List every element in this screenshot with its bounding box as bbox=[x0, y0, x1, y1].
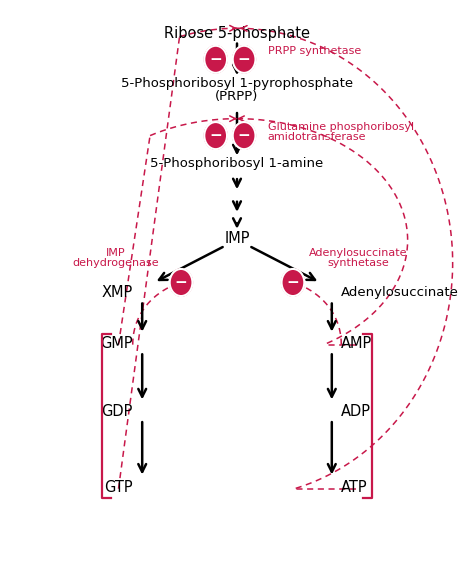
Text: IMP: IMP bbox=[224, 231, 250, 246]
Text: synthetase: synthetase bbox=[327, 258, 389, 268]
Circle shape bbox=[170, 269, 192, 296]
Text: −: − bbox=[287, 275, 299, 290]
Text: dehydrogenase: dehydrogenase bbox=[73, 258, 159, 268]
Circle shape bbox=[233, 122, 255, 149]
Text: Glutamine phosphoribosyl: Glutamine phosphoribosyl bbox=[268, 122, 414, 132]
Circle shape bbox=[204, 122, 227, 149]
Text: −: − bbox=[210, 128, 222, 143]
Text: −: − bbox=[238, 52, 250, 67]
Text: 5-Phosphoribosyl 1-pyrophosphate: 5-Phosphoribosyl 1-pyrophosphate bbox=[121, 77, 353, 90]
Text: XMP: XMP bbox=[101, 285, 133, 300]
Text: Adenylosuccinate: Adenylosuccinate bbox=[309, 248, 407, 258]
Text: GTP: GTP bbox=[104, 480, 133, 495]
Circle shape bbox=[233, 46, 255, 73]
Text: ATP: ATP bbox=[341, 480, 368, 495]
Circle shape bbox=[204, 46, 227, 73]
Text: GMP: GMP bbox=[100, 336, 133, 351]
Text: GDP: GDP bbox=[101, 404, 133, 419]
Text: amidotransferase: amidotransferase bbox=[268, 132, 366, 142]
Circle shape bbox=[282, 269, 304, 296]
Text: −: − bbox=[175, 275, 187, 290]
Text: Adenylosuccinate: Adenylosuccinate bbox=[341, 286, 459, 299]
Text: 5-Phosphoribosyl 1-amine: 5-Phosphoribosyl 1-amine bbox=[150, 157, 324, 171]
Text: (PRPP): (PRPP) bbox=[215, 89, 259, 103]
Text: AMP: AMP bbox=[341, 336, 373, 351]
Text: −: − bbox=[210, 52, 222, 67]
Text: ADP: ADP bbox=[341, 404, 371, 419]
Text: PRPP synthetase: PRPP synthetase bbox=[268, 46, 361, 56]
Text: −: − bbox=[238, 128, 250, 143]
Text: Ribose 5-phosphate: Ribose 5-phosphate bbox=[164, 27, 310, 41]
Text: IMP: IMP bbox=[106, 248, 126, 258]
